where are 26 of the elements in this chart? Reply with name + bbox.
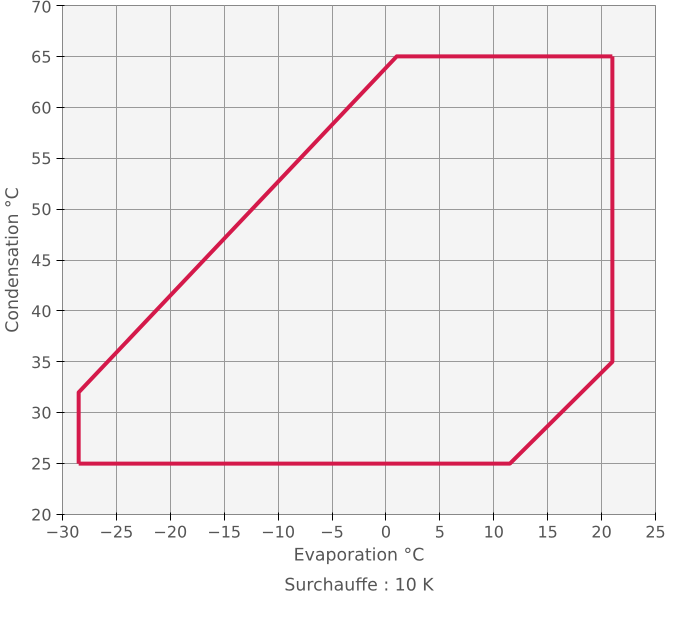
y-tick-label: 25 (31, 454, 52, 474)
x-tick-label: 5 (434, 522, 445, 542)
x-tick-label: 0 (380, 522, 392, 542)
y-tick-label: 45 (31, 251, 52, 270)
y-tick-label: 40 (31, 302, 52, 321)
y-tick-label: 50 (31, 200, 52, 220)
y-tick-label: 30 (31, 404, 52, 423)
y-tick-label: 20 (31, 506, 52, 524)
y-tick-label: 55 (31, 149, 52, 168)
y-tick-label: 60 (31, 98, 52, 118)
y-tick-label: 65 (31, 47, 52, 66)
x-axis-title: Evaporation °C (294, 546, 424, 566)
x-tick-label: 10 (484, 522, 504, 542)
x-tick-label: −5 (320, 522, 344, 542)
x-tick-label: −10 (261, 522, 296, 542)
x-tick-label: 20 (591, 522, 612, 542)
y-tick-label: 70 (31, 0, 52, 16)
x-tick-label: 25 (645, 522, 666, 542)
x-tick-label: −15 (207, 522, 242, 542)
x-tick-label: 15 (538, 522, 558, 542)
x-tick-label: −20 (153, 522, 188, 542)
x-tick-label: −30 (46, 522, 80, 542)
x-tick-label: −25 (100, 522, 134, 542)
y-axis-title: Condensation °C (3, 187, 24, 333)
y-tick-label: 35 (31, 352, 52, 372)
text: Surchauffe : 10 K (284, 576, 434, 596)
